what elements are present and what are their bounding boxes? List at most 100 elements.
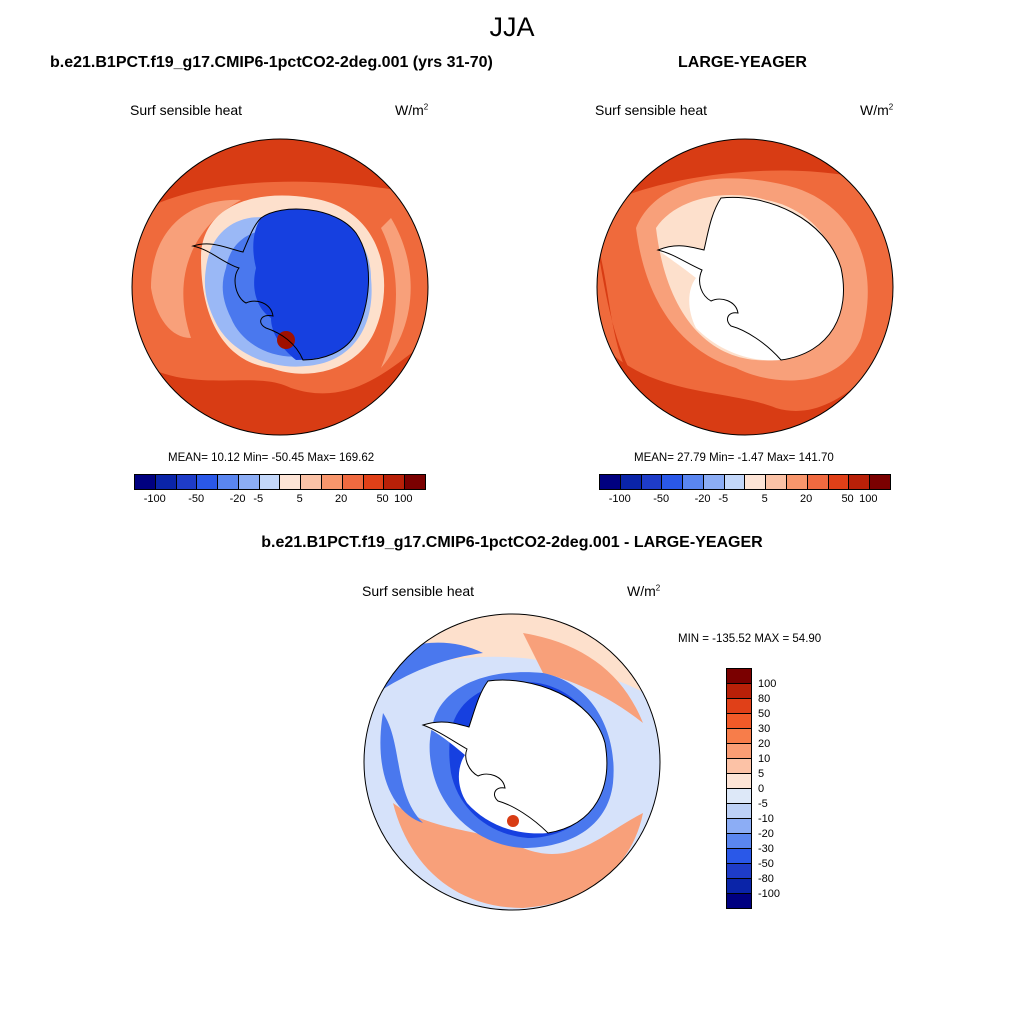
diff-colorbar-tick-label: -20	[758, 828, 774, 840]
diff-colorbar-tick-label: 0	[758, 783, 765, 795]
right-colorbar	[599, 474, 891, 490]
right-colorbar-swatch	[641, 475, 663, 489]
diff-units-label: W/m2	[627, 583, 661, 599]
left-polar-map	[131, 138, 429, 436]
left-colorbar-swatch	[218, 475, 239, 489]
right-colorbar-swatch	[703, 475, 725, 489]
right-colorbar-tick-label: 20	[800, 493, 813, 505]
diff-colorbar-swatch	[727, 699, 751, 714]
right-colorbar-swatch	[766, 475, 788, 489]
right-colorbar-swatch	[620, 475, 642, 489]
left-map-border	[131, 138, 429, 436]
left-colorbar-swatch	[280, 475, 302, 489]
diff-polar-map	[363, 613, 661, 911]
diff-colorbar-swatch	[727, 714, 751, 729]
right-variable-label: Surf sensible heat	[595, 102, 708, 118]
left-colorbar-swatch	[176, 475, 198, 489]
left-colorbar-tick-label: -5	[253, 493, 264, 505]
diff-colorbar-tick-label: 50	[758, 708, 771, 720]
left-colorbar-tick-label: -100	[143, 493, 166, 505]
left-stats: MEAN= 10.12 Min= -50.45 Max= 169.62	[168, 452, 375, 464]
diff-colorbar	[726, 668, 752, 909]
right-colorbar-swatch	[745, 475, 767, 489]
diff-colorbar-swatch	[727, 864, 751, 879]
right-colorbar-tick-label: -100	[608, 493, 631, 505]
left-map-light-zone-west	[151, 199, 241, 338]
right-map-warm-band-south	[597, 338, 893, 435]
left-colorbar-tick-label: 5	[296, 493, 303, 505]
right-units-label: W/m2	[860, 102, 894, 118]
right-polar-map	[596, 138, 894, 436]
diff-variable-label: Surf sensible heat	[362, 583, 475, 599]
diff-map-antarctica-mask	[423, 680, 607, 834]
right-colorbar-swatch	[849, 475, 871, 489]
right-map-antarctica-mask	[658, 197, 844, 361]
left-colorbar-tick-label: -20	[229, 493, 246, 505]
diff-colorbar-swatch	[727, 669, 751, 684]
diff-colorbar-swatch	[727, 744, 751, 759]
diff-panel-title: b.e21.B1PCT.f19_g17.CMIP6-1pctCO2-2deg.0…	[261, 534, 763, 551]
diff-colorbar-tick-label: 20	[758, 738, 771, 750]
left-panel-title: b.e21.B1PCT.f19_g17.CMIP6-1pctCO2-2deg.0…	[50, 54, 493, 71]
left-colorbar	[134, 474, 426, 490]
diff-colorbar-swatch	[727, 834, 751, 849]
right-colorbar-tick-label: -5	[718, 493, 729, 505]
left-colorbar-swatch	[155, 475, 177, 489]
right-colorbar-tick-label: 100	[859, 493, 878, 505]
right-colorbar-swatch	[600, 475, 621, 489]
left-colorbar-labels: -100 -50 -20 -5 5 20 50 100	[134, 493, 424, 507]
diff-map-warm-patch-south	[393, 803, 643, 908]
right-map-border	[596, 138, 894, 436]
figure-title: JJA	[489, 12, 535, 42]
diff-colorbar-tick-label: -50	[758, 858, 774, 870]
left-variable-label: Surf sensible heat	[130, 102, 243, 118]
right-colorbar-tick-label: 5	[761, 493, 768, 505]
diff-colorbar-swatch	[727, 894, 751, 908]
left-units-label: W/m2	[395, 102, 429, 118]
diff-colorbar-tick-label: -10	[758, 813, 774, 825]
right-colorbar-swatch	[724, 475, 746, 489]
diff-colorbar-tick-label: 30	[758, 723, 771, 735]
diff-colorbar-swatch	[727, 729, 751, 744]
diff-colorbar-tick-label: 100	[758, 678, 777, 690]
right-colorbar-tick-label: -50	[653, 493, 670, 505]
left-colorbar-swatch	[197, 475, 219, 489]
right-colorbar-swatch	[807, 475, 829, 489]
right-colorbar-swatch	[683, 475, 704, 489]
diff-colorbar-swatch	[727, 879, 751, 894]
diff-colorbar-swatch	[727, 849, 751, 864]
diff-colorbar-tick-label: -5	[758, 798, 768, 810]
right-map-coastline	[656, 196, 844, 361]
diff-map-coastline	[421, 679, 608, 834]
right-colorbar-swatch	[662, 475, 684, 489]
left-colorbar-swatch	[405, 475, 425, 489]
diff-colorbar-swatch	[727, 789, 751, 804]
left-map-coastline	[191, 208, 370, 361]
left-map-warm-band-south	[132, 338, 428, 435]
diff-map-warm-spot	[507, 815, 519, 827]
diff-colorbar-swatch	[727, 684, 751, 699]
diff-colorbar-tick-label: -80	[758, 873, 774, 885]
diff-map-cool-patch-west	[380, 713, 423, 823]
left-colorbar-swatch	[342, 475, 364, 489]
diff-colorbar-swatch	[727, 759, 751, 774]
diff-map-warm-patch-north	[523, 633, 643, 723]
diff-colorbar-tick-label: 5	[758, 768, 765, 780]
right-colorbar-swatch	[828, 475, 850, 489]
diff-stats: MIN = -135.52 MAX = 54.90	[678, 633, 822, 645]
diff-colorbar-swatch	[727, 819, 751, 834]
right-stats: MEAN= 27.79 Min= -1.47 Max= 141.70	[634, 452, 834, 464]
right-colorbar-tick-label: 50	[841, 493, 854, 505]
diff-colorbar-labels: 100 80 50 30 20 10 5 0 -5 -10 -20 -30 -50 -80 -100	[758, 668, 818, 910]
diff-colorbar-tick-label: -100	[758, 888, 781, 900]
diff-colorbar-tick-label: -30	[758, 843, 774, 855]
diff-colorbar-swatch	[727, 804, 751, 819]
left-colorbar-tick-label: 50	[376, 493, 389, 505]
left-colorbar-swatch	[384, 475, 406, 489]
left-colorbar-swatch	[363, 475, 385, 489]
left-colorbar-tick-label: 100	[394, 493, 413, 505]
right-colorbar-labels: -100 -50 -20 -5 5 20 50 100	[599, 493, 889, 507]
left-map-light-zone-east	[381, 218, 411, 368]
right-panel-title: LARGE-YEAGER	[678, 54, 807, 71]
left-colorbar-swatch	[301, 475, 323, 489]
